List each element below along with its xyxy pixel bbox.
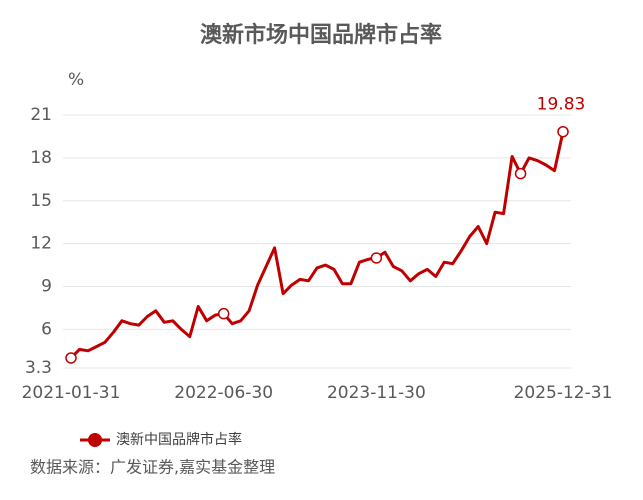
point-marker <box>65 352 77 364</box>
point-marker <box>557 125 569 138</box>
y-tick-label: 21 <box>30 105 52 125</box>
x-tick-label: 2025-12-31 <box>514 383 613 403</box>
y-tick-label: 3.3 <box>25 358 52 378</box>
legend-label: 澳新中国品牌市占率 <box>116 431 242 448</box>
point-marker <box>514 167 527 180</box>
point-marker <box>217 307 230 320</box>
series-line <box>69 131 565 360</box>
y-tick-label: 15 <box>30 191 52 211</box>
chart-title: 澳新市场中国品牌市占率 <box>200 22 442 48</box>
data-label: 19.83 <box>537 95 586 115</box>
x-tick-label: 2021-01-31 <box>22 383 121 403</box>
y-tick-label: 6 <box>41 319 52 339</box>
source-note: 数据来源：广发证券,嘉实基金整理 <box>30 458 275 477</box>
y-tick-label: 18 <box>30 148 52 168</box>
y-tick-label: 12 <box>30 234 52 254</box>
legend-marker <box>88 433 102 447</box>
y-tick-label: 9 <box>41 277 52 297</box>
y-unit: % <box>68 70 84 90</box>
x-tick-label: 2023-11-30 <box>327 383 426 403</box>
point-marker <box>370 252 383 264</box>
x-tick-label: 2022-06-30 <box>174 383 273 403</box>
